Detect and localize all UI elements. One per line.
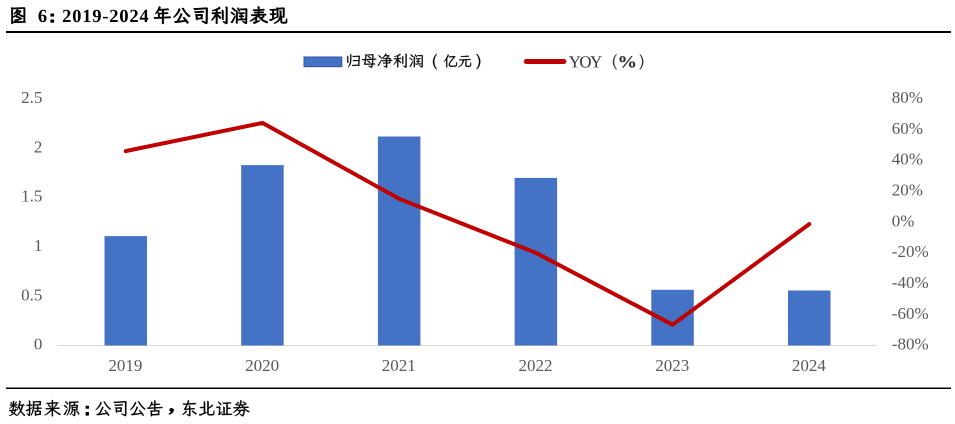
svg-text:2.5: 2.5 [21,88,42,107]
svg-text:-40%: -40% [892,273,929,292]
svg-text:1.5: 1.5 [21,187,42,206]
svg-text:2: 2 [34,137,43,156]
svg-text:0: 0 [34,335,43,354]
svg-text:0.5: 0.5 [21,285,42,304]
svg-text:2021: 2021 [382,356,416,375]
svg-text:2019: 2019 [108,356,142,375]
svg-text:80%: 80% [892,88,923,107]
svg-text:-60%: -60% [892,304,929,323]
svg-text:0%: 0% [892,211,915,230]
svg-text:2022: 2022 [519,356,553,375]
svg-text:20%: 20% [892,181,923,200]
svg-text:60%: 60% [892,119,923,138]
svg-text:-80%: -80% [892,335,929,354]
svg-text:-20%: -20% [892,242,929,261]
svg-text:2023: 2023 [655,356,689,375]
svg-text:2020: 2020 [245,356,279,375]
svg-text:2024: 2024 [792,356,827,375]
svg-text:1: 1 [34,236,43,255]
svg-text:40%: 40% [892,150,923,169]
